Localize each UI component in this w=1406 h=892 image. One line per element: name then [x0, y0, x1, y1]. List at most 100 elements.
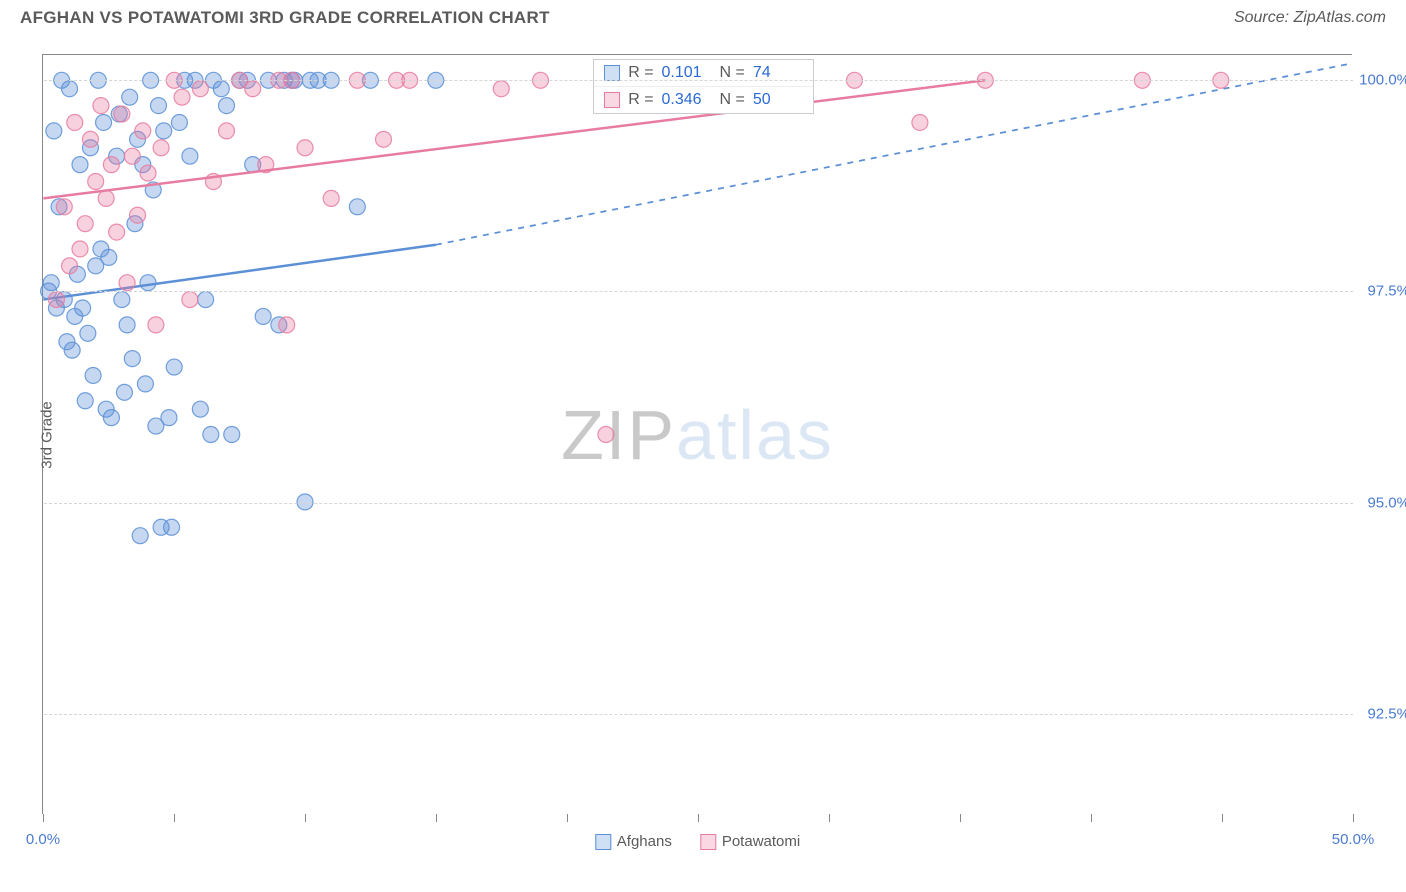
scatter-point	[171, 114, 187, 130]
scatter-point	[174, 89, 190, 105]
scatter-point	[219, 98, 235, 114]
scatter-point	[101, 249, 117, 265]
x-tick	[567, 814, 568, 822]
scatter-point	[148, 317, 164, 333]
scatter-point	[114, 106, 130, 122]
scatter-point	[114, 292, 130, 308]
scatter-point	[166, 359, 182, 375]
scatter-point	[64, 342, 80, 358]
x-tick-label: 50.0%	[1332, 831, 1375, 848]
scatter-point	[77, 216, 93, 232]
scatter-point	[130, 207, 146, 223]
y-tick-label: 97.5%	[1356, 283, 1406, 300]
legend-item: Afghans	[595, 833, 672, 850]
scatter-point	[62, 81, 78, 97]
x-tick	[829, 814, 830, 822]
scatter-point	[349, 199, 365, 215]
chart-source: Source: ZipAtlas.com	[1234, 9, 1386, 27]
legend-item: Potawatomi	[700, 833, 800, 850]
stats-n-value: 74	[753, 64, 803, 82]
y-tick-label: 100.0%	[1356, 72, 1406, 89]
scatter-point	[135, 123, 151, 139]
scatter-point	[219, 123, 235, 139]
scatter-point	[493, 81, 509, 97]
stats-n-label: N =	[720, 64, 745, 82]
x-tick	[1222, 814, 1223, 822]
x-tick	[698, 814, 699, 822]
stats-n-value: 50	[753, 91, 803, 109]
scatter-point	[132, 528, 148, 544]
x-tick	[1353, 814, 1354, 822]
scatter-point	[161, 410, 177, 426]
scatter-point	[153, 140, 169, 156]
legend-swatch	[595, 834, 611, 850]
scatter-point	[80, 325, 96, 341]
scatter-point	[96, 114, 112, 130]
scatter-point	[151, 98, 167, 114]
plot-svg	[43, 55, 1352, 814]
scatter-point	[122, 89, 138, 105]
scatter-point	[46, 123, 62, 139]
gridline-h	[44, 714, 1353, 715]
stats-row: R = 0.101 N = 74	[594, 60, 813, 87]
scatter-point	[124, 148, 140, 164]
scatter-point	[72, 241, 88, 257]
scatter-point	[116, 384, 132, 400]
scatter-point	[192, 81, 208, 97]
scatter-point	[323, 190, 339, 206]
scatter-point	[156, 123, 172, 139]
scatter-point	[48, 292, 64, 308]
x-tick	[174, 814, 175, 822]
legend-label: Potawatomi	[722, 833, 800, 850]
scatter-point	[103, 157, 119, 173]
stats-r-value: 0.101	[662, 64, 712, 82]
stats-row: R = 0.346 N = 50	[594, 87, 813, 113]
scatter-point	[137, 376, 153, 392]
x-tick	[43, 814, 44, 822]
y-tick-label: 92.5%	[1356, 705, 1406, 722]
scatter-point	[297, 140, 313, 156]
scatter-point	[598, 427, 614, 443]
chart-container: 3rd Grade ZIPatlas R =0.101N =74R =0.346…	[42, 54, 1352, 814]
scatter-point	[109, 224, 125, 240]
scatter-point	[43, 275, 59, 291]
stats-swatch	[604, 65, 620, 81]
scatter-point	[245, 81, 261, 97]
scatter-point	[56, 199, 72, 215]
scatter-point	[279, 317, 295, 333]
scatter-point	[140, 275, 156, 291]
legend-bottom: Afghans Potawatomi	[595, 833, 800, 850]
stats-r-label: R =	[628, 91, 653, 109]
scatter-point	[75, 300, 91, 316]
scatter-point	[85, 367, 101, 383]
scatter-point	[182, 148, 198, 164]
scatter-point	[376, 131, 392, 147]
x-tick	[1091, 814, 1092, 822]
gridline-h	[44, 291, 1353, 292]
scatter-point	[124, 351, 140, 367]
scatter-point	[98, 190, 114, 206]
stats-r-value: 0.346	[662, 91, 712, 109]
scatter-point	[119, 275, 135, 291]
scatter-point	[213, 81, 229, 97]
x-tick-label: 0.0%	[26, 831, 60, 848]
scatter-point	[88, 174, 104, 190]
scatter-point	[103, 410, 119, 426]
scatter-point	[82, 131, 98, 147]
scatter-point	[140, 165, 156, 181]
scatter-point	[182, 292, 198, 308]
scatter-point	[119, 317, 135, 333]
legend-swatch	[700, 834, 716, 850]
scatter-point	[67, 114, 83, 130]
scatter-point	[255, 308, 271, 324]
stats-n-label: N =	[720, 91, 745, 109]
stats-swatch	[604, 92, 620, 108]
chart-title: AFGHAN VS POTAWATOMI 3RD GRADE CORRELATI…	[20, 8, 550, 28]
gridline-h	[44, 503, 1353, 504]
legend-label: Afghans	[617, 833, 672, 850]
stats-r-label: R =	[628, 64, 653, 82]
x-tick	[305, 814, 306, 822]
scatter-point	[912, 114, 928, 130]
scatter-point	[77, 393, 93, 409]
correlation-stats-box: R = 0.101 N = 74 R = 0.346 N = 50	[593, 59, 814, 114]
